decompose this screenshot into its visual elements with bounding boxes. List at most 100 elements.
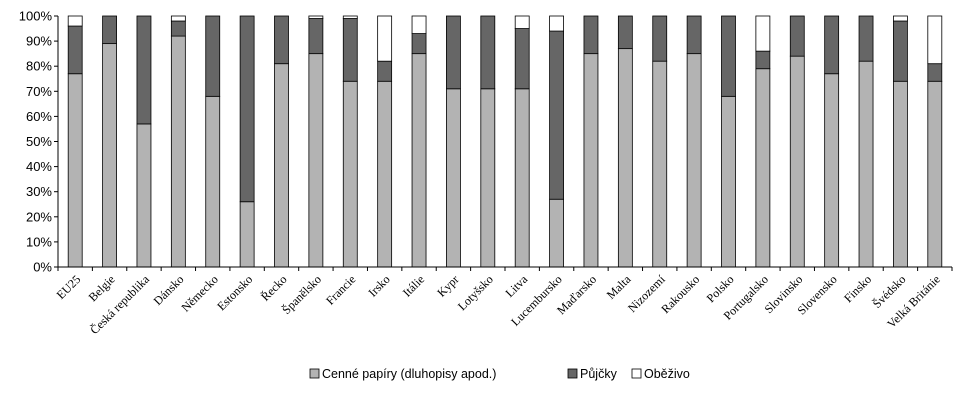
bar-segment-1-22 bbox=[824, 15, 840, 75]
bar-segment-1-10 bbox=[411, 33, 427, 55]
bar-segment-1-24 bbox=[893, 20, 908, 82]
bar-segment-2-10 bbox=[411, 15, 427, 34]
bar-segment-0-13 bbox=[514, 88, 530, 268]
bar-segment-0-23 bbox=[858, 60, 874, 268]
bar-segment-0-9 bbox=[377, 80, 393, 268]
y-tick-label: 0% bbox=[33, 260, 52, 275]
bar-segment-1-0 bbox=[67, 25, 83, 75]
bar-segment-0-5 bbox=[239, 201, 255, 268]
y-tick-label: 100% bbox=[19, 9, 53, 24]
bar-segment-0-22 bbox=[824, 73, 840, 268]
x-tick-label: Francie bbox=[323, 272, 358, 307]
bar-segment-0-11 bbox=[446, 88, 461, 268]
x-tick-label: Řecko bbox=[258, 272, 290, 304]
bar-segment-1-16 bbox=[617, 15, 633, 50]
bar-segment-2-20 bbox=[755, 15, 771, 52]
bar-segment-1-19 bbox=[721, 15, 736, 97]
bar-segment-1-9 bbox=[377, 60, 393, 82]
x-tick-label: EU25 bbox=[54, 272, 84, 302]
x-tick-label: Irsko bbox=[365, 272, 392, 299]
legend-swatch-1 bbox=[567, 368, 578, 379]
bar-segment-2-7 bbox=[308, 15, 324, 19]
y-tick-label: 20% bbox=[26, 209, 52, 224]
bar-segment-0-17 bbox=[652, 60, 668, 268]
bar-segment-2-13 bbox=[514, 15, 530, 29]
bar-segment-1-15 bbox=[583, 15, 599, 55]
bar-segment-1-17 bbox=[652, 15, 668, 62]
bar-segment-0-19 bbox=[721, 95, 736, 268]
x-tick-label: Kypr bbox=[434, 272, 461, 299]
bar-segment-2-8 bbox=[342, 15, 358, 19]
bar-segment-2-25 bbox=[927, 15, 943, 65]
y-tick-label: 90% bbox=[26, 34, 52, 49]
y-tick-label: 60% bbox=[26, 109, 52, 124]
bar-segment-0-2 bbox=[136, 123, 152, 268]
bar-segment-0-12 bbox=[480, 88, 496, 268]
bar-segment-1-21 bbox=[789, 15, 805, 57]
bar-segment-0-16 bbox=[617, 48, 633, 268]
bar-segment-0-10 bbox=[411, 53, 427, 268]
bar-segment-1-7 bbox=[308, 18, 324, 55]
bar-segment-1-18 bbox=[686, 15, 702, 55]
legend-label-1: Půjčky bbox=[580, 367, 618, 381]
bar-segment-1-2 bbox=[136, 15, 152, 125]
bar-segment-2-24 bbox=[893, 15, 908, 22]
legend-label-0: Cenné papíry (dluhopisy apod.) bbox=[322, 367, 496, 381]
legend-label-2: Oběživo bbox=[644, 367, 690, 381]
bar-segment-1-6 bbox=[274, 15, 289, 65]
legend: Cenné papíry (dluhopisy apod.) Půjčky Oběž… bbox=[309, 367, 690, 381]
bar-segment-1-20 bbox=[755, 50, 771, 70]
bar-segment-0-4 bbox=[205, 95, 221, 268]
bar-segment-1-11 bbox=[446, 15, 461, 90]
y-tick-label: 50% bbox=[26, 134, 52, 149]
bar-segment-0-18 bbox=[686, 53, 702, 268]
bar-segment-0-7 bbox=[308, 53, 324, 268]
legend-swatch-2 bbox=[631, 368, 642, 379]
y-tick-label: 30% bbox=[26, 184, 52, 199]
bar-segment-1-3 bbox=[170, 20, 186, 37]
bar-segment-0-1 bbox=[102, 43, 117, 268]
x-tick-label: Itálie bbox=[400, 272, 427, 299]
y-tick-label: 40% bbox=[26, 159, 52, 174]
x-tick-label: Lotyšsko bbox=[455, 272, 496, 313]
bar-segment-0-25 bbox=[927, 80, 943, 268]
x-tick-label: Estonsko bbox=[214, 272, 255, 313]
x-tick-label: Belgie bbox=[86, 272, 118, 304]
legend-swatch-0 bbox=[309, 368, 320, 379]
bar-segment-1-4 bbox=[205, 15, 221, 97]
bar-segment-2-0 bbox=[67, 15, 83, 27]
bar-segment-0-0 bbox=[67, 73, 83, 268]
bar-segment-0-6 bbox=[274, 63, 289, 268]
y-tick-label: 70% bbox=[26, 84, 52, 99]
bar-segment-1-13 bbox=[514, 28, 530, 90]
bar-segment-1-1 bbox=[102, 15, 117, 45]
bar-segment-0-14 bbox=[549, 198, 564, 268]
bar-segment-1-23 bbox=[858, 15, 874, 62]
bar-segment-1-5 bbox=[239, 15, 255, 203]
bar-segment-1-12 bbox=[480, 15, 496, 90]
bar-segment-2-9 bbox=[377, 15, 393, 62]
plot-area bbox=[67, 15, 943, 268]
bar-segment-1-14 bbox=[549, 30, 564, 200]
x-tick-label: Rakousko bbox=[658, 272, 702, 316]
x-tick-label: Litva bbox=[503, 272, 531, 300]
bar-segment-0-21 bbox=[789, 55, 805, 268]
x-tick-label: Česká republika bbox=[87, 272, 152, 337]
bar-segment-0-20 bbox=[755, 68, 771, 268]
y-tick-label: 80% bbox=[26, 59, 52, 74]
y-tick-label: 10% bbox=[26, 234, 52, 249]
bar-segment-1-8 bbox=[342, 18, 358, 82]
bar-segment-2-14 bbox=[549, 15, 564, 32]
x-tick-label: Malta bbox=[604, 272, 634, 302]
bar-segment-0-8 bbox=[342, 80, 358, 268]
y-axis: 0% 10% 20% 30% 40% 50% 60% 70% 80% 90% 100% bbox=[19, 9, 59, 275]
bar-segment-2-3 bbox=[170, 15, 186, 22]
bar-segment-0-3 bbox=[170, 35, 186, 268]
bar-segment-1-25 bbox=[927, 63, 943, 82]
x-tick-label: Německo bbox=[178, 272, 220, 314]
bar-segment-0-24 bbox=[893, 80, 908, 268]
bar-segment-0-15 bbox=[583, 53, 599, 268]
